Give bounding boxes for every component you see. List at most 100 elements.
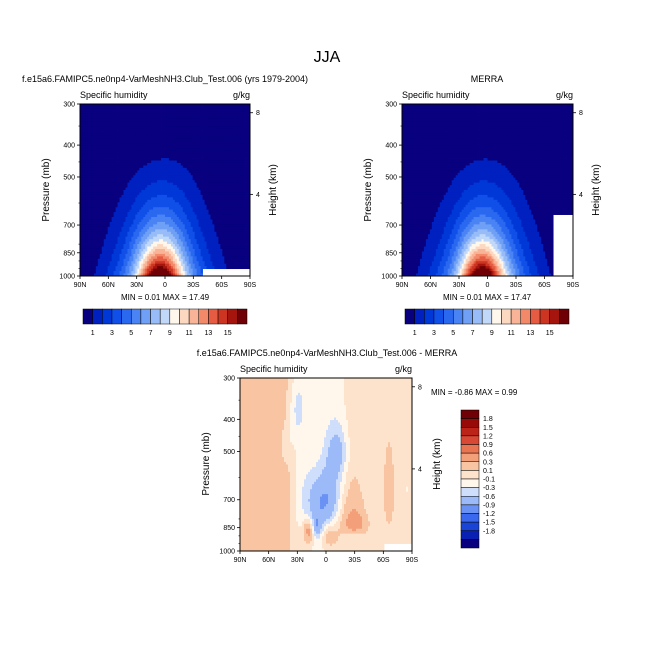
model-field-cell [155, 158, 158, 161]
model-field-cell [228, 104, 231, 107]
model-field-cell [165, 180, 168, 184]
model-field-cell [107, 199, 111, 203]
model-field-cell [113, 143, 116, 147]
model-field-cell [172, 190, 176, 193]
model-field-cell [218, 229, 221, 233]
model-field-cell [180, 185, 184, 188]
model-field-cell [135, 143, 138, 147]
model-field-cell [244, 182, 247, 186]
model-field-cell [200, 113, 203, 117]
model-field-cell [166, 116, 170, 120]
model-field-cell [208, 204, 211, 208]
model-field-cell [212, 121, 215, 125]
model-field-cell [166, 158, 170, 161]
model-field-cell [159, 116, 162, 120]
model-field-cell [240, 116, 243, 120]
model-field-cell [99, 133, 103, 137]
model-field-cell [222, 145, 225, 149]
model-field-cell [192, 160, 196, 164]
model-field-cell [155, 241, 158, 245]
model-field-cell [226, 170, 229, 174]
model-field-cell [111, 145, 115, 149]
model-field-cell [143, 123, 146, 127]
model-field-cell [141, 145, 144, 149]
model-field-cell [80, 244, 83, 247]
model-field-cell [230, 118, 233, 122]
model-field-cell [176, 172, 180, 176]
model-field-cell [212, 187, 215, 191]
model-field-cell [232, 135, 235, 139]
model-field-cell [139, 187, 142, 191]
model-field-cell [236, 104, 239, 107]
model-field-cell [226, 150, 229, 154]
model-field-cell [192, 170, 196, 174]
model-field-cell [151, 113, 154, 117]
model-field-cell [206, 106, 209, 110]
model-field-cell [85, 121, 89, 125]
model-field-cell [244, 128, 247, 132]
model-field-cell [103, 190, 107, 193]
model-field-cell [111, 197, 115, 201]
model-field-cell [93, 192, 97, 196]
model-field-cell [83, 158, 87, 161]
model-field-cell [143, 170, 146, 174]
model-field-cell [218, 224, 221, 228]
model-field-cell [105, 194, 109, 198]
model-field-cell [230, 202, 233, 206]
model-field-cell [238, 116, 241, 120]
model-field-cell [196, 241, 200, 245]
model-field-cell [123, 224, 126, 228]
model-field-cell [129, 239, 132, 242]
model-field-cell [87, 167, 91, 171]
model-field-cell [81, 175, 85, 179]
model-field-cell [242, 155, 245, 159]
model-field-cell [83, 190, 87, 193]
model-field-cell [131, 143, 134, 147]
model-field-cell [230, 126, 233, 129]
model-field-cell [184, 165, 188, 169]
model-field-cell [202, 118, 205, 122]
model-field-cell [194, 197, 198, 201]
model-field-cell [222, 123, 225, 127]
model-field-cell [196, 204, 200, 208]
model-field-cell [222, 239, 225, 242]
model-field-cell [204, 234, 207, 238]
model-field-cell [121, 204, 124, 208]
model-field-cell [119, 209, 122, 213]
model-field-cell [81, 204, 85, 208]
model-field-cell [105, 199, 109, 203]
model-field-cell [240, 167, 243, 171]
model-field-cell [218, 162, 221, 166]
model-field-cell [131, 150, 134, 154]
model-field-cell [101, 239, 105, 242]
model-field-cell [83, 241, 87, 245]
model-field-cell [224, 231, 227, 235]
model-field-cell [149, 241, 152, 245]
model-field-cell [149, 121, 152, 125]
model-field-cell [208, 199, 211, 203]
model-field-cell [192, 221, 196, 225]
model-field-cell [87, 239, 91, 242]
model-field-cell [147, 118, 150, 122]
model-field-cell [131, 172, 134, 176]
model-field-cell [139, 185, 142, 188]
model-field-cell [139, 104, 142, 107]
model-field-cell [119, 148, 122, 152]
model-field-cell [240, 135, 243, 139]
model-field-cell [161, 194, 164, 198]
model-field-cell [87, 180, 91, 184]
model-field-cell [161, 118, 164, 122]
model-field-cell [230, 175, 233, 179]
model-field-cell [206, 192, 209, 196]
model-field-cell [180, 138, 184, 142]
model-field-cell [113, 145, 116, 149]
model-field-cell [188, 118, 192, 122]
model-field-cell [244, 158, 247, 161]
model-field-cell [135, 197, 138, 201]
model-field-cell [182, 162, 186, 166]
model-field-cell [107, 133, 111, 137]
model-field-cell [107, 226, 111, 230]
model-field-cell [159, 108, 162, 112]
model-field-cell [200, 165, 203, 169]
model-field-cell [176, 131, 180, 134]
